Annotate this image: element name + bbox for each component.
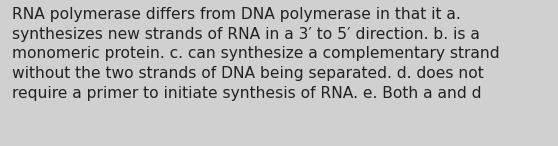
Text: RNA polymerase differs from DNA polymerase in that it a.
synthesizes new strands: RNA polymerase differs from DNA polymera… (12, 7, 500, 101)
